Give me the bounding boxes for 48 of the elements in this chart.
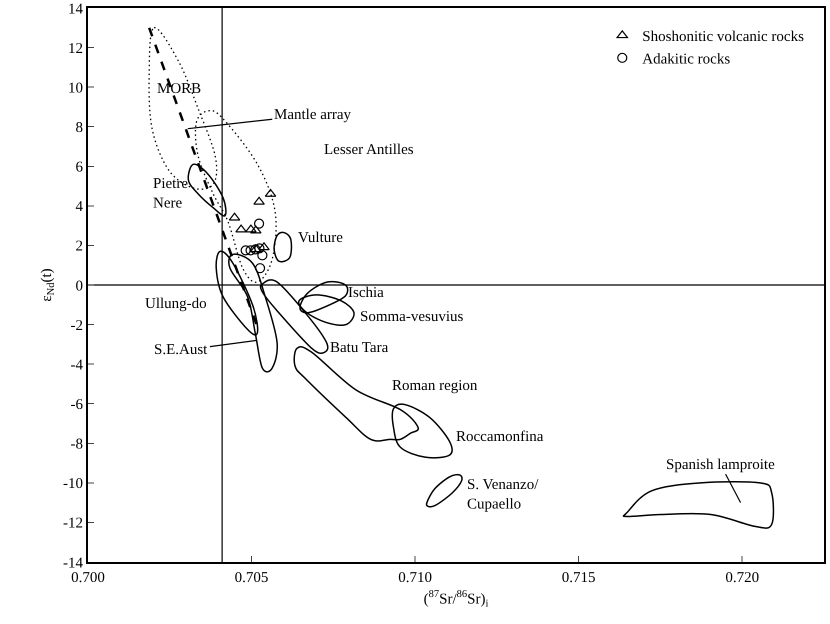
annotation: Mantle array xyxy=(274,107,352,123)
point xyxy=(250,225,262,234)
y-tick-label: 14 xyxy=(68,1,84,18)
annotation: Roman region xyxy=(392,378,478,394)
x-axis-title: ($^{87}$Sr/$^{86}$Sr)$_{i}$ xyxy=(424,589,488,610)
y-tick-label: 8 xyxy=(76,120,83,136)
point xyxy=(228,212,240,221)
x-tick-label: 0.700 xyxy=(71,570,105,586)
y-tick-label: 4 xyxy=(76,199,84,216)
annotation: Batu Tara xyxy=(330,340,389,356)
point xyxy=(245,245,256,256)
annotation: Pietre Nere xyxy=(153,176,188,212)
point xyxy=(253,196,265,205)
annotation: Roccamonfina xyxy=(456,429,544,445)
y-tick-label: 12 xyxy=(68,40,83,57)
annotation: MORB xyxy=(157,81,202,97)
legend-label: Adakitic rocks xyxy=(642,52,730,68)
y-tick-label: -12 xyxy=(63,516,83,532)
y-tick-label: 2 xyxy=(76,238,83,255)
y-tick-label: 0 xyxy=(76,278,83,294)
point xyxy=(240,245,251,256)
x-tick-label: 0.710 xyxy=(398,570,432,586)
point xyxy=(254,218,264,229)
y-tick-label: 10 xyxy=(68,80,83,96)
point xyxy=(257,250,268,260)
y-tick-label: -6 xyxy=(70,396,84,413)
annotation: Somma-vesuvius xyxy=(360,309,464,325)
y-tick-label: -14 xyxy=(63,555,84,572)
annotation: Lesser Antilles xyxy=(324,142,414,158)
annotation: S. Venanzo/ Cupaello xyxy=(467,477,540,512)
annotation: Ullung-do xyxy=(145,296,207,312)
y-tick-label: -10 xyxy=(63,476,83,492)
legend-label: Shoshonitic volcanic rocks xyxy=(642,29,804,46)
y-tick-label: 6 xyxy=(76,160,84,176)
y-tick-label: -8 xyxy=(70,436,83,453)
annotation: Vulture xyxy=(298,230,344,246)
annotation: S.E.Aust xyxy=(154,342,208,358)
annotation: Ischia xyxy=(348,285,384,301)
point xyxy=(264,188,276,197)
x-tick-label: 0.705 xyxy=(234,570,268,586)
annotation: Spanish lamproite xyxy=(666,457,776,473)
point xyxy=(254,243,265,254)
point xyxy=(254,263,266,274)
y-tick-label: -2 xyxy=(70,318,83,334)
y-tick-label: -4 xyxy=(70,357,84,374)
x-tick-label: 0.720 xyxy=(725,570,760,586)
point xyxy=(258,242,270,250)
x-tick-label: 0.715 xyxy=(562,570,596,586)
